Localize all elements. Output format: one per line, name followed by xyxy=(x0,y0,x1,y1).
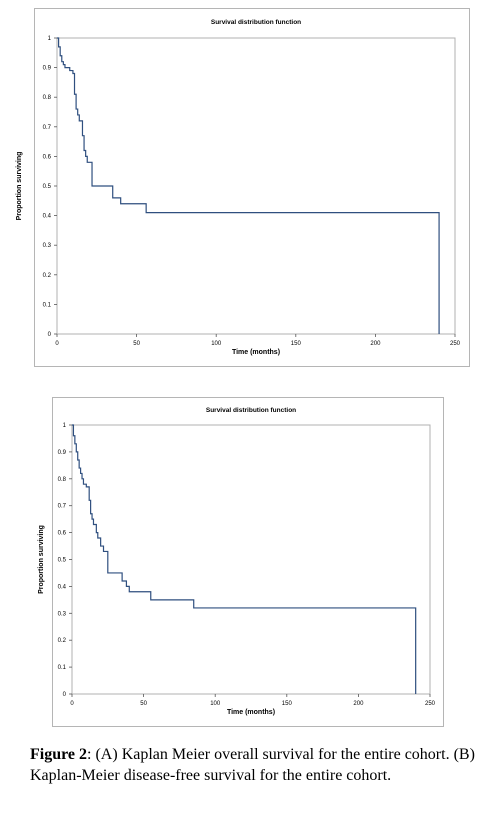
y-tick-label: 0.7 xyxy=(58,504,67,510)
chart-panel-b: Survival distribution function 0 0.1 0.2 0.3… xyxy=(38,397,444,727)
x-tick-label: 200 xyxy=(353,701,364,707)
y-tick-label: 0.5 xyxy=(43,184,52,190)
x-axis-label: Time (months) xyxy=(232,349,280,356)
x-tick-label: 50 xyxy=(140,701,147,707)
x-tick-label: 250 xyxy=(450,341,461,347)
y-axis-label: Proportion surviving xyxy=(16,152,23,221)
y-tick-label: 1 xyxy=(48,36,52,42)
y-tick-label: 0.2 xyxy=(58,638,67,644)
y-tick-label: 0.5 xyxy=(58,558,67,564)
y-tick-label: 0.3 xyxy=(43,243,52,249)
plot-area xyxy=(56,37,456,335)
x-tick-label: 150 xyxy=(291,341,302,347)
y-tick-label: 0.1 xyxy=(58,665,67,671)
y-tick-label: 0.4 xyxy=(43,214,52,220)
y-tick-label: 0.9 xyxy=(58,450,67,456)
y-tick-label: 0.2 xyxy=(43,273,52,279)
y-tick-label: 0.7 xyxy=(43,125,52,131)
chart-title: Survival distribution function xyxy=(206,407,296,414)
y-tick-label: 0.6 xyxy=(58,531,67,537)
x-tick-label: 50 xyxy=(133,341,140,347)
figure-caption-text: : (A) Kaplan Meier overall survival for … xyxy=(30,746,475,784)
y-tick-label: 0.3 xyxy=(58,611,67,617)
survival-chart-b: Survival distribution function 0 0.1 0.2 0.3… xyxy=(38,407,436,716)
y-tick-label: 0.8 xyxy=(58,477,67,483)
survival-curve xyxy=(57,37,440,334)
y-tick-label: 0.1 xyxy=(43,302,52,308)
y-tick-label: 0.9 xyxy=(43,66,52,72)
x-tick-label: 0 xyxy=(70,701,74,707)
x-tick-label: 0 xyxy=(55,341,59,347)
y-axis-label: Proportion surviving xyxy=(38,525,45,594)
y-tick-label: 0 xyxy=(48,332,52,338)
x-tick-label: 100 xyxy=(210,701,221,707)
figure-caption: Figure 2: (A) Kaplan Meier overall survi… xyxy=(30,744,490,786)
x-tick-label: 150 xyxy=(282,701,293,707)
x-tick-label: 200 xyxy=(370,341,381,347)
chart-panel-a: Survival distribution function 0 0.1 0.2 0.3… xyxy=(16,8,470,367)
y-tick-label: 0.8 xyxy=(43,95,52,101)
plot-area xyxy=(71,424,431,695)
y-tick-label: 0.6 xyxy=(43,154,52,160)
x-axis-label: Time (months) xyxy=(227,709,275,716)
y-tick-label: 0 xyxy=(63,692,67,698)
survival-chart-a: Survival distribution function 0 0.1 0.2 0.3… xyxy=(16,19,461,356)
x-tick-label: 100 xyxy=(211,341,222,347)
chart-title: Survival distribution function xyxy=(211,19,301,26)
x-tick-label: 250 xyxy=(425,701,436,707)
y-tick-label: 0.4 xyxy=(58,584,67,590)
survival-curve xyxy=(72,424,417,694)
figure-label: Figure 2 xyxy=(30,746,88,763)
y-tick-label: 1 xyxy=(63,423,67,429)
